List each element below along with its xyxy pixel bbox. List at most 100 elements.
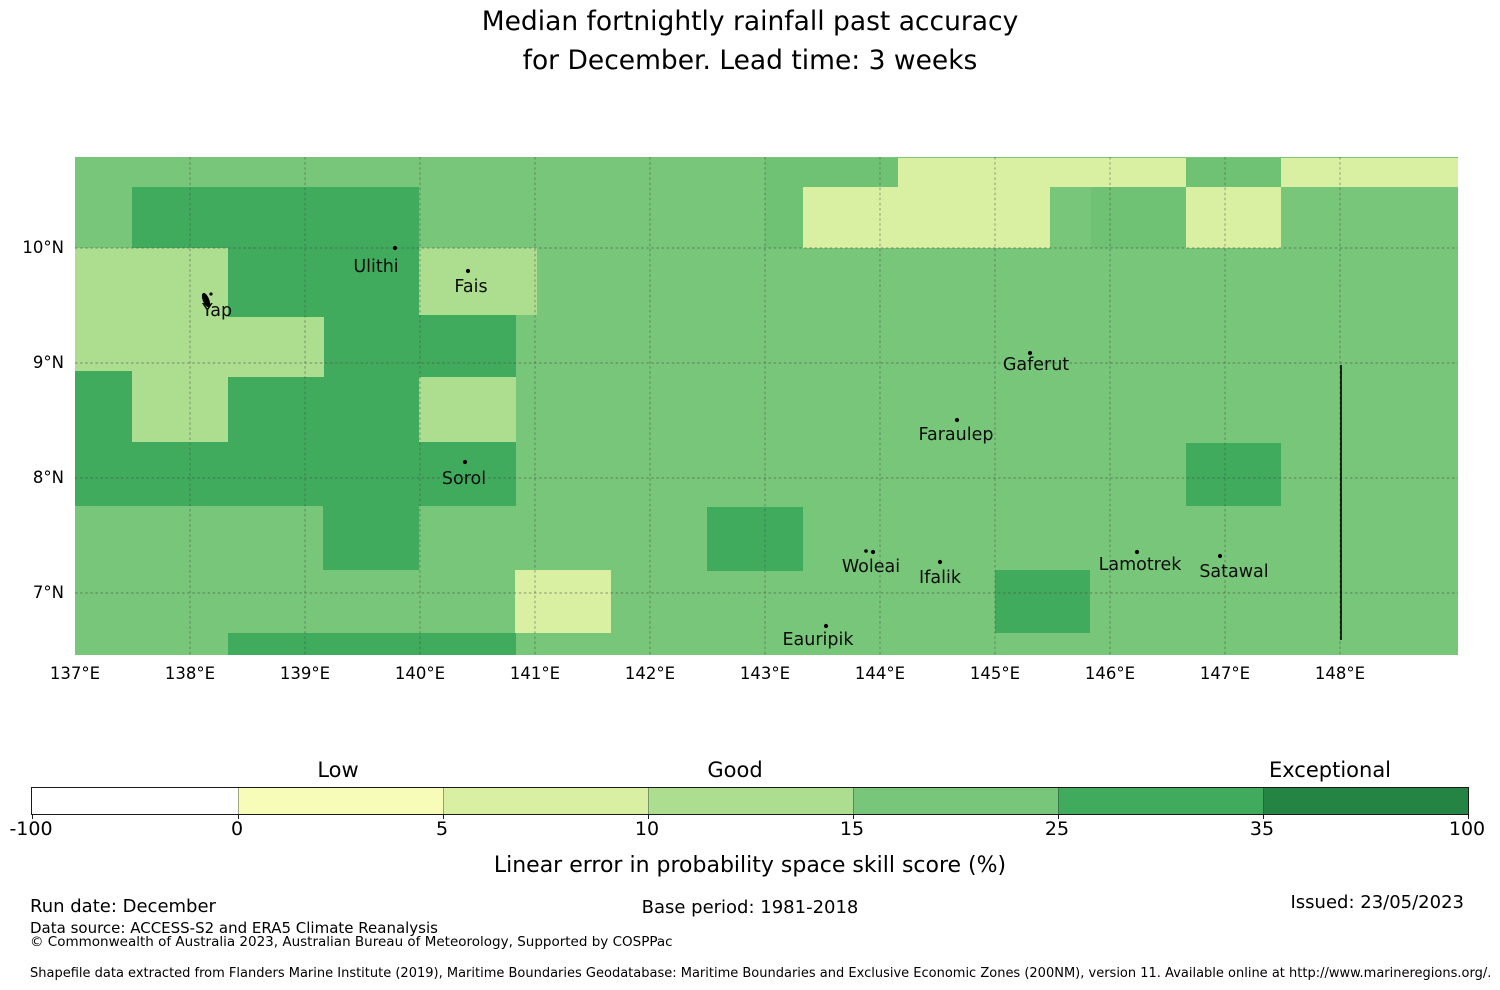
x-tick-label: 140°E [394, 664, 446, 683]
skill-cell-pale [515, 570, 611, 633]
chart-title: Median fortnightly rainfall past accurac… [0, 2, 1500, 80]
chart-title-line2: for December. Lead time: 3 weeks [522, 45, 978, 76]
skill-cell-pale [1186, 187, 1281, 248]
island-marker-ifalik [937, 559, 943, 565]
x-tick-label: 141°E [509, 664, 561, 683]
island-marker-yap [201, 292, 211, 308]
skill-cell-dark [1186, 443, 1281, 506]
island-label-eauripik: Eauripik [782, 630, 854, 650]
chart-title-line1: Median fortnightly rainfall past accurac… [481, 6, 1019, 37]
skill-cell-dark [228, 248, 419, 317]
colorbar-tickmark [238, 814, 239, 819]
skill-cell-dark [323, 506, 419, 570]
colorbar-tickmark [648, 814, 649, 819]
island-label-ulithi: Ulithi [353, 257, 398, 277]
colorbar-segment [1263, 788, 1468, 814]
y-tick-label: 7°N [32, 583, 64, 602]
skill-cell-base2 [1091, 187, 1186, 248]
colorbar-segment [1058, 788, 1263, 814]
skill-cell-pale [898, 158, 1186, 187]
skill-cell-base2 [765, 187, 803, 248]
colorbar-band-label-exceptional: Exceptional [1268, 758, 1392, 782]
shapefile-note-text: Shapefile data extracted from Flanders M… [30, 966, 1492, 981]
skill-cell-dark [228, 377, 419, 442]
skill-cell-pale [1281, 158, 1458, 187]
colorbar-tickmark [1468, 814, 1469, 819]
island-marker-woleai [864, 549, 868, 553]
colorbar-tick-label: -100 [9, 818, 53, 840]
copyright-text: © Commonwealth of Australia 2023, Austra… [30, 934, 673, 950]
skill-cell-light [419, 377, 516, 442]
island-label-yap: Yap [201, 301, 232, 321]
x-tick-label: 144°E [854, 664, 906, 683]
colorbar-tickmark [853, 814, 854, 819]
island-label-satawal: Satawal [1199, 562, 1268, 582]
island-marker-satawal [1217, 553, 1223, 559]
island-label-fais: Fais [454, 277, 487, 297]
skill-cell-dark [228, 633, 516, 655]
x-tick-label: 148°E [1314, 664, 1366, 683]
skill-cell-light [132, 371, 228, 442]
island-label-lamotrek: Lamotrek [1099, 555, 1183, 575]
skill-cell-light [228, 317, 324, 377]
x-tick-label: 139°E [279, 664, 331, 683]
island-marker-woleai [870, 549, 876, 555]
colorbar-band-label-low: Low [317, 758, 359, 782]
island-label-ifalik: Ifalik [919, 568, 962, 588]
colorbar-tickmark [1263, 814, 1264, 819]
colorbar-segment [648, 788, 853, 814]
island-marker-eauripik [823, 623, 829, 629]
colorbar-segment [443, 788, 648, 814]
colorbar-tick-label: 35 [1249, 818, 1275, 840]
island-label-woleai: Woleai [842, 557, 900, 577]
island-marker-fais [465, 268, 471, 274]
x-tick-label: 147°E [1199, 664, 1251, 683]
x-tick-label: 146°E [1084, 664, 1136, 683]
skill-cell-dark [132, 187, 419, 248]
colorbar-segment [32, 788, 238, 814]
y-tick-label: 8°N [32, 468, 64, 487]
skill-cell-dark [995, 570, 1090, 633]
island-marker-lamotrek [1134, 549, 1140, 555]
y-tick-label: 10°N [22, 238, 64, 257]
x-tick-label: 143°E [739, 664, 791, 683]
skill-cell-pale [803, 187, 1050, 248]
colorbar-band-label-good: Good [707, 758, 763, 782]
skill-map: Ulithi Fais Yap Gaferut Faraulep Sorol Woleai I… [75, 157, 1458, 655]
x-tick-label: 145°E [969, 664, 1021, 683]
island-label-gaferut: Gaferut [1003, 355, 1069, 375]
colorbar-axis-label: Linear error in probability space skill … [493, 853, 1007, 878]
island-marker-ulithi [392, 245, 398, 251]
colorbar-segment [238, 788, 443, 814]
skill-cell-base2 [765, 158, 898, 187]
colorbar-segment [853, 788, 1058, 814]
skill-cell-dark [132, 442, 516, 506]
island-marker-sorol [462, 459, 468, 465]
colorbar-tick-label: 10 [634, 818, 660, 840]
colorbar-tick-label: 25 [1044, 818, 1070, 840]
colorbar-tick-label: 0 [230, 818, 244, 840]
colorbar-tick-label: 5 [435, 818, 449, 840]
colorbar-tick-label: 100 [1448, 818, 1486, 840]
base-period-text: Base period: 1981-2018 [641, 897, 859, 918]
colorbar-tickmark [443, 814, 444, 819]
skill-cell-dark [75, 371, 132, 506]
skill-cell-base2 [1186, 158, 1281, 187]
colorbar-tickmark [1058, 814, 1059, 819]
island-marker-yap [209, 292, 213, 296]
island-marker-gaferut [1027, 350, 1033, 356]
y-tick-label: 9°N [32, 353, 64, 372]
island-label-sorol: Sorol [442, 469, 486, 489]
issued-date-text: Issued: 23/05/2023 [1290, 892, 1464, 913]
colorbar [31, 787, 1469, 819]
x-tick-label: 142°E [624, 664, 676, 683]
x-tick-label: 138°E [164, 664, 216, 683]
skill-cell-light [419, 248, 537, 315]
island-label-faraulep: Faraulep [919, 425, 994, 445]
colorbar-tick-label: 15 [839, 818, 865, 840]
colorbar-tickmark [32, 814, 33, 819]
island-marker-faraulep [954, 417, 960, 423]
x-tick-label: 137°E [49, 664, 101, 683]
data-source-text: Data source: ACCESS-S2 and ERA5 Climate … [30, 919, 438, 937]
